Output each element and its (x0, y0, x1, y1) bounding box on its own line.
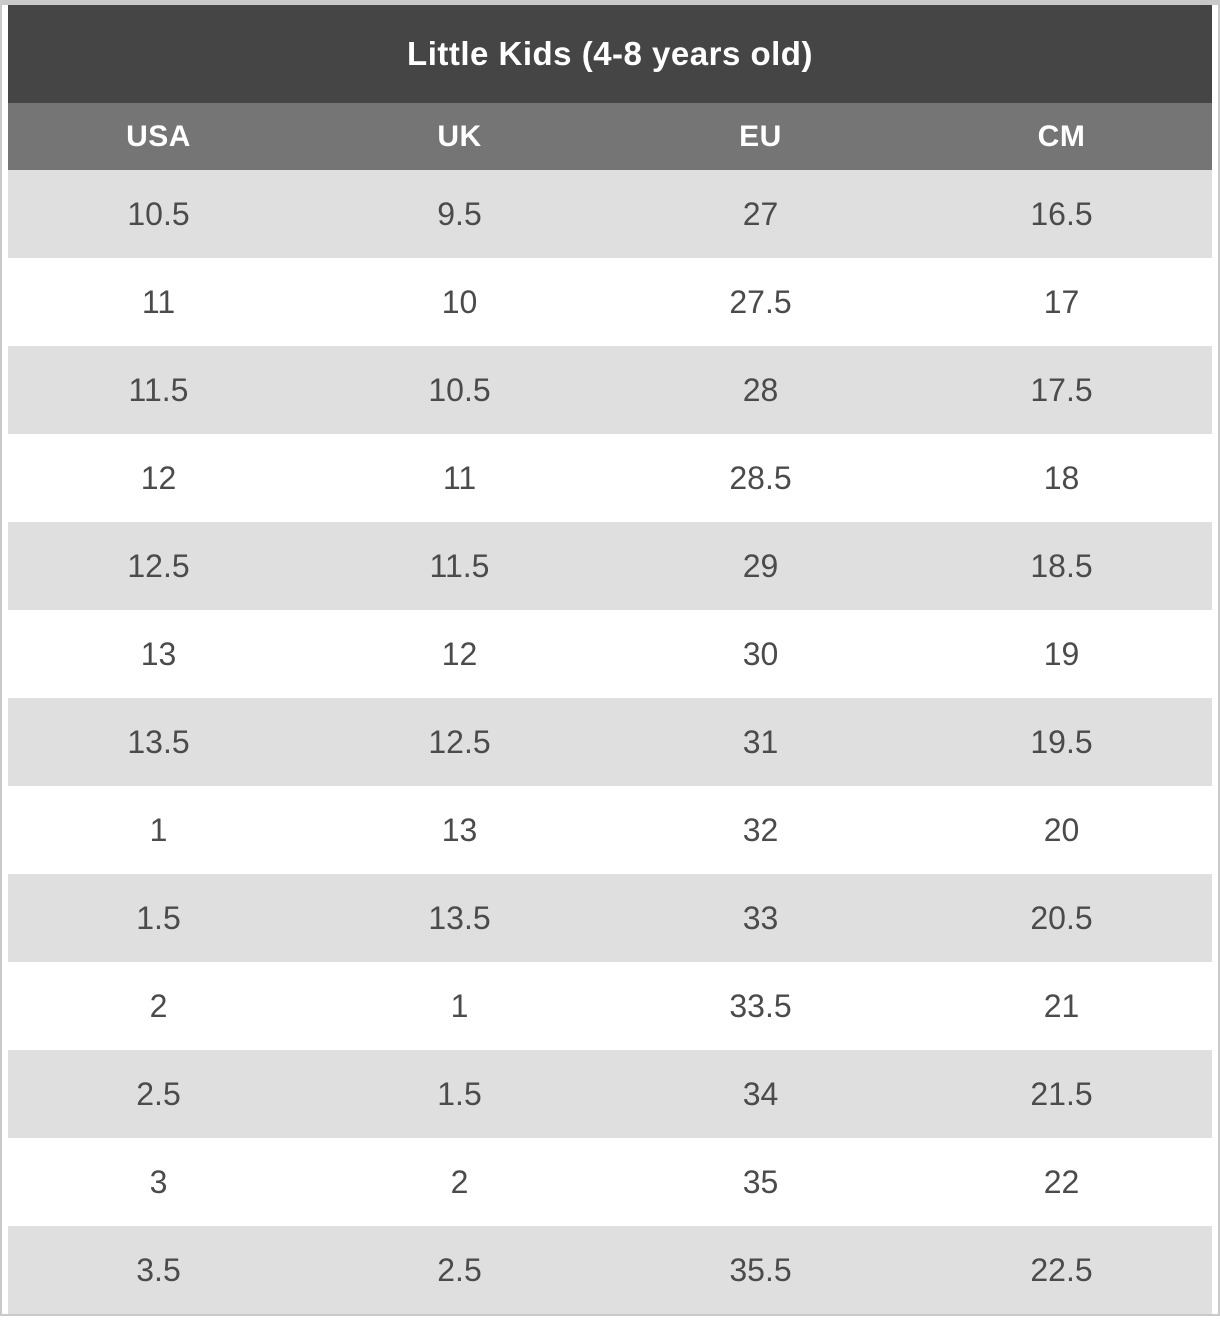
size-cell-uk: 10.5 (309, 346, 610, 434)
size-cell-eu: 28 (610, 346, 911, 434)
size-cell-cm: 18 (911, 434, 1212, 522)
size-cell-cm: 17 (911, 258, 1212, 346)
size-cell-eu: 33.5 (610, 962, 911, 1050)
size-cell-uk: 13.5 (309, 874, 610, 962)
size-cell-usa: 12 (8, 434, 309, 522)
size-cell-uk: 12.5 (309, 698, 610, 786)
size-cell-usa: 1 (8, 786, 309, 874)
size-cell-cm: 16.5 (911, 170, 1212, 258)
table-row: 3.5 2.5 35.5 22.5 (8, 1226, 1212, 1314)
table-row: 12 11 28.5 18 (8, 434, 1212, 522)
column-header-eu: EU (610, 103, 911, 170)
size-cell-usa: 11 (8, 258, 309, 346)
size-cell-uk: 2.5 (309, 1226, 610, 1314)
table-title: Little Kids (4-8 years old) (8, 5, 1212, 103)
size-cell-uk: 11.5 (309, 522, 610, 610)
size-cell-eu: 27.5 (610, 258, 911, 346)
size-cell-usa: 1.5 (8, 874, 309, 962)
size-chart-body: 10.5 9.5 27 16.5 11 10 27.5 17 11.5 10.5… (8, 170, 1212, 1314)
size-cell-cm: 21.5 (911, 1050, 1212, 1138)
size-chart-table: Little Kids (4-8 years old) USA UK EU CM… (8, 5, 1212, 1314)
size-cell-uk: 1.5 (309, 1050, 610, 1138)
size-cell-uk: 2 (309, 1138, 610, 1226)
size-cell-usa: 10.5 (8, 170, 309, 258)
size-cell-uk: 11 (309, 434, 610, 522)
column-header-usa: USA (8, 103, 309, 170)
size-cell-usa: 12.5 (8, 522, 309, 610)
size-cell-eu: 28.5 (610, 434, 911, 522)
size-cell-uk: 13 (309, 786, 610, 874)
size-cell-eu: 32 (610, 786, 911, 874)
size-cell-eu: 35 (610, 1138, 911, 1226)
size-cell-eu: 34 (610, 1050, 911, 1138)
table-row: 11.5 10.5 28 17.5 (8, 346, 1212, 434)
size-cell-uk: 1 (309, 962, 610, 1050)
table-row: 13 12 30 19 (8, 610, 1212, 698)
column-header-cm: CM (911, 103, 1212, 170)
table-row: 1 13 32 20 (8, 786, 1212, 874)
size-cell-cm: 19 (911, 610, 1212, 698)
size-cell-uk: 9.5 (309, 170, 610, 258)
table-row: 3 2 35 22 (8, 1138, 1212, 1226)
size-cell-eu: 31 (610, 698, 911, 786)
table-title-row: Little Kids (4-8 years old) (8, 5, 1212, 103)
size-cell-usa: 3 (8, 1138, 309, 1226)
size-cell-cm: 20 (911, 786, 1212, 874)
size-cell-usa: 11.5 (8, 346, 309, 434)
table-row: 11 10 27.5 17 (8, 258, 1212, 346)
size-cell-eu: 30 (610, 610, 911, 698)
size-cell-cm: 17.5 (911, 346, 1212, 434)
size-cell-cm: 22 (911, 1138, 1212, 1226)
size-cell-eu: 27 (610, 170, 911, 258)
size-cell-cm: 19.5 (911, 698, 1212, 786)
size-cell-usa: 13.5 (8, 698, 309, 786)
size-cell-cm: 21 (911, 962, 1212, 1050)
column-header-row: USA UK EU CM (8, 103, 1212, 170)
size-cell-usa: 2.5 (8, 1050, 309, 1138)
table-row: 2.5 1.5 34 21.5 (8, 1050, 1212, 1138)
table-row: 2 1 33.5 21 (8, 962, 1212, 1050)
table-row: 1.5 13.5 33 20.5 (8, 874, 1212, 962)
size-cell-eu: 35.5 (610, 1226, 911, 1314)
size-cell-usa: 13 (8, 610, 309, 698)
size-cell-eu: 33 (610, 874, 911, 962)
size-cell-uk: 12 (309, 610, 610, 698)
size-cell-eu: 29 (610, 522, 911, 610)
column-header-uk: UK (309, 103, 610, 170)
size-cell-cm: 22.5 (911, 1226, 1212, 1314)
size-cell-cm: 18.5 (911, 522, 1212, 610)
table-row: 12.5 11.5 29 18.5 (8, 522, 1212, 610)
size-cell-usa: 2 (8, 962, 309, 1050)
size-cell-cm: 20.5 (911, 874, 1212, 962)
size-cell-uk: 10 (309, 258, 610, 346)
table-row: 10.5 9.5 27 16.5 (8, 170, 1212, 258)
size-cell-usa: 3.5 (8, 1226, 309, 1314)
table-row: 13.5 12.5 31 19.5 (8, 698, 1212, 786)
